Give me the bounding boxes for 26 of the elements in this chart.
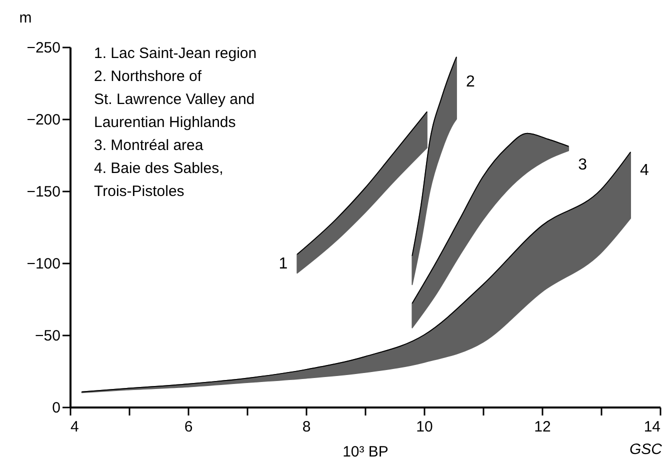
annotation: St. Lawrence Valley and: [94, 91, 255, 108]
y-tick-label: −250: [26, 40, 60, 56]
series-label: 4: [640, 162, 650, 179]
annotation: 3. Montréal area: [94, 137, 204, 154]
annotation: Trois-Pistoles: [94, 183, 184, 200]
x-axis-title: 10³ BP: [342, 444, 388, 460]
series-label: 3: [578, 156, 588, 174]
y-tick-label: −150: [26, 184, 60, 200]
annotation: 1. Lac Saint-Jean region: [94, 45, 257, 62]
x-tick-label: 10: [416, 418, 433, 436]
series-label: 1: [278, 256, 288, 273]
text: GSC: [629, 441, 662, 458]
y-tick-label: −200: [26, 112, 60, 128]
x-tick-label: 12: [534, 418, 551, 436]
x-tick-label: 4: [70, 418, 79, 436]
y-tick-label: 0: [52, 400, 60, 416]
y-tick-label: −100: [26, 256, 60, 272]
x-tick-label: 8: [302, 418, 311, 436]
annotation: 2. Northshore of: [94, 68, 202, 85]
y-tick-label: −50: [35, 328, 60, 344]
x-tick-label: 6: [184, 418, 193, 436]
y-axis-title: m: [19, 10, 32, 26]
annotation: Laurentian Highlands: [94, 114, 236, 131]
x-tick-label: 14: [644, 418, 660, 436]
annotation: 4. Baie des Sables,: [94, 160, 224, 177]
series-label: 2: [466, 74, 475, 91]
